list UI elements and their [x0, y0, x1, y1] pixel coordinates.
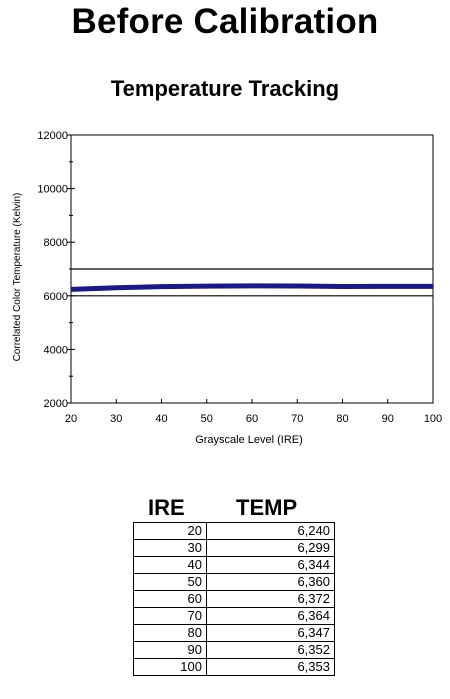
temp-cell: 6,240 — [206, 522, 335, 540]
y-tick-label-10000: 10000 — [37, 184, 68, 196]
x-tick-label-90: 90 — [382, 413, 394, 425]
temp-cell: 6,344 — [206, 556, 335, 574]
ire-cell: 70 — [133, 607, 207, 625]
data-point-70 — [296, 285, 298, 287]
x-axis-label: Grayscale Level (IRE) — [195, 434, 303, 446]
x-tick-label-20: 20 — [65, 413, 77, 425]
temperature-tracking-chart: 2000 4000 6000 8000 10000 12000 20 30 40 50 60 70 80… — [12, 130, 442, 446]
table-row: 40 6,344 — [133, 556, 335, 574]
x-tick-label-80: 80 — [336, 413, 348, 425]
data-point-20 — [70, 288, 72, 290]
y-tick-label-6000: 6000 — [44, 291, 68, 303]
table-row: 80 6,347 — [133, 624, 335, 642]
y-tick-label-2000: 2000 — [44, 398, 68, 410]
chart-title: Temperature Tracking — [110, 76, 340, 101]
x-tick-label-70: 70 — [291, 413, 303, 425]
table-row: 90 6,352 — [133, 641, 335, 659]
data-point-40 — [161, 286, 162, 288]
temp-cell: 6,360 — [206, 573, 335, 591]
ire-cell: 100 — [133, 658, 207, 676]
data-point-80 — [342, 286, 343, 288]
table-row: 50 6,360 — [133, 573, 335, 591]
x-tick-label-40: 40 — [155, 413, 167, 425]
table-header-ire: IRE — [148, 495, 185, 520]
y-axis-label: Correlated Color Temperature (Kelvin) — [12, 193, 23, 362]
ire-cell: 50 — [133, 573, 207, 591]
ire-cell: 30 — [133, 539, 207, 557]
data-point-100 — [432, 285, 434, 287]
table-row: 60 6,372 — [133, 590, 335, 608]
y-tick-label-8000: 8000 — [44, 237, 68, 249]
table-row: 100 6,353 — [133, 658, 335, 676]
temp-cell: 6,352 — [206, 641, 335, 659]
table-row: 20 6,240 — [133, 522, 335, 540]
ire-cell: 90 — [133, 641, 207, 659]
temp-cell: 6,364 — [206, 607, 335, 625]
data-point-50 — [206, 285, 208, 287]
temp-cell: 6,347 — [206, 624, 335, 642]
x-tick-label-50: 50 — [201, 413, 213, 425]
data-point-60 — [251, 285, 253, 287]
series-line-0 — [70, 283, 434, 292]
page-title: Before Calibration — [71, 2, 379, 41]
y-tick-label-12000: 12000 — [37, 130, 68, 142]
ire-cell: 60 — [133, 590, 207, 608]
y-tick-label-4000: 4000 — [44, 344, 68, 356]
x-tick-label-100: 100 — [424, 413, 442, 425]
x-tick-label-30: 30 — [110, 413, 122, 425]
x-tick-label-60: 60 — [246, 413, 258, 425]
temp-cell: 6,353 — [206, 658, 335, 676]
ire-cell: 80 — [133, 624, 207, 642]
table-row: 70 6,364 — [133, 607, 335, 625]
ire-cell: 40 — [133, 556, 207, 574]
ire-cell: 20 — [133, 522, 207, 540]
ire-temp-table: 20 6,240 30 6,299 40 6,344 50 6,360 60 6,372 70 6,3… — [133, 522, 335, 676]
data-point-30 — [115, 287, 117, 289]
data-point-90 — [387, 285, 389, 287]
table-header-temp: TEMP — [236, 495, 298, 520]
temp-cell: 6,372 — [206, 590, 335, 608]
table-row: 30 6,299 — [133, 539, 335, 557]
temp-cell: 6,299 — [206, 539, 335, 557]
